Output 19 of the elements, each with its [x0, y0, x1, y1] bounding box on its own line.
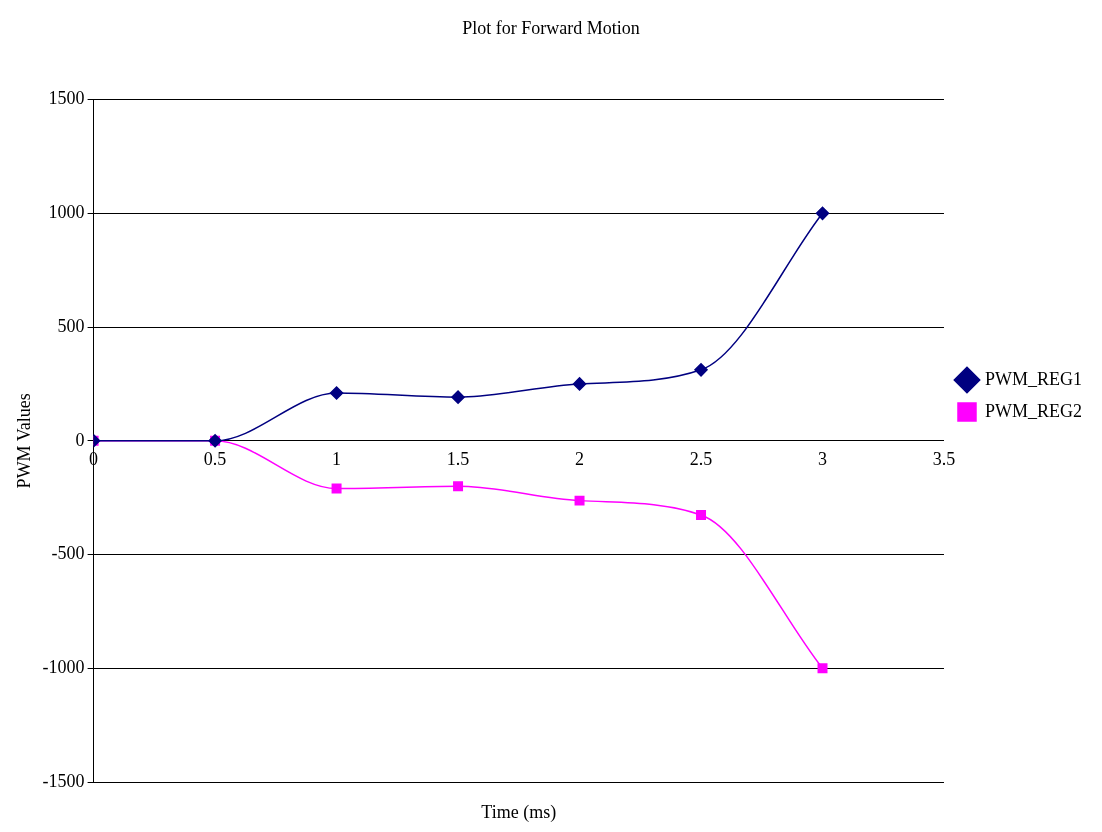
y-axis-title: PWM Values	[13, 393, 34, 489]
x-tick-label: 3	[818, 449, 828, 470]
legend-label: PWM_REG2	[985, 400, 1083, 421]
chart-title: Plot for Forward Motion	[462, 17, 640, 38]
y-tick-label: -500	[51, 543, 85, 564]
y-tick-label: -1500	[42, 770, 85, 791]
y-tick-label: 500	[57, 315, 85, 336]
x-tick-label: 2.5	[689, 449, 713, 470]
y-tick-label: 0	[75, 429, 85, 450]
x-tick-label: 1.5	[446, 449, 470, 470]
x-tick-label: 3.5	[932, 449, 956, 470]
x-axis-title: Time (ms)	[481, 801, 557, 823]
x-tick-label: 0.5	[203, 449, 227, 470]
x-tick-label: 2	[575, 449, 585, 470]
y-tick-label: -1000	[42, 657, 85, 677]
y-tick-label: 1000	[48, 202, 85, 223]
legend-label: PWM_REG1	[985, 368, 1083, 389]
x-tick-label: 1	[332, 449, 342, 470]
y-tick-label: 1500	[48, 88, 85, 109]
